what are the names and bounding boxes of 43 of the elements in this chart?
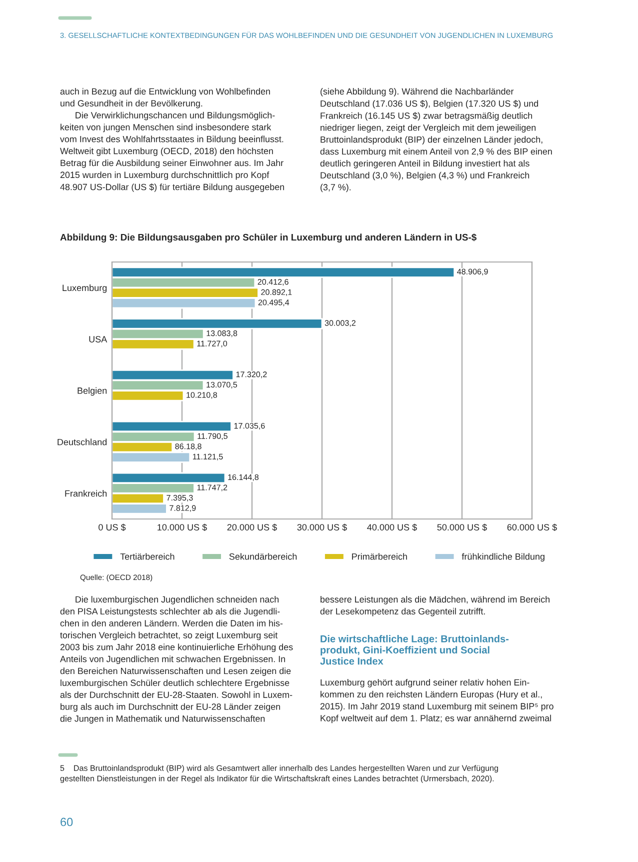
y-tick-label: Luxemburg (62, 284, 107, 293)
data-label: 7.395,3 (166, 494, 193, 502)
y-tick-label: Deutschland (58, 438, 107, 446)
x-tick-label: 50.000 US $ (437, 524, 487, 532)
x-tick-label: 30.000 US $ (297, 524, 347, 532)
data-label: 48.906,9 (457, 268, 488, 276)
data-label: 11.790,5 (198, 433, 228, 440)
x-tick-label: 20.000 US $ (227, 524, 277, 532)
text: 60 (60, 818, 73, 826)
text: Die luxemburgischen Jugendlichen schneiden nach den PISA Leistungstests schlechter ab als die Jugendli- chen in den anderen Ländern. Werden die Daten im his- torischen Vergleich betrachtet, so zeigt Luxemburg seit 2003 bis zum Jahr 2018 eine kontinuierliche Erhöhung des Anteils von Jugendlichen mit schwachen Ergebnissen. In den Bereichen Naturwissenschaften und Lesen zeigen die luxemburgischen Schüler deutlich schlechtere Ergebnisse als der Durchschnitt der EU-28-Staaten. Sowohl in Luxem- burg als auch im Durchschnitt der EU-28 Länder zeigen die Jungen in Mathematik und Naturwissenschaften (60, 596, 293, 724)
data-label: 20.892,1 (261, 289, 292, 296)
data-label: 13.070,5 (206, 382, 238, 388)
y-tick-label: USA (89, 336, 108, 342)
data-label: 7.812,9 (170, 505, 196, 512)
data-label: 11.747,2 (197, 484, 228, 492)
data-label: 10.210,8 (186, 392, 217, 399)
text: Luxemburg gehört aufgrund seiner relativ hohen Ein- kommen zu den reichsten Ländern Europas (Hury et al., 2015). Im Jahr 2019 stand Luxemburg mit seinem BIP⁵ pro Kopf weltweit auf dem 1. Platz; es war annähernd zweimal (320, 679, 554, 724)
data-label: 11.727,0 (197, 340, 228, 348)
data-label: 86.18,8 (175, 444, 202, 450)
y-tick-label: Frankreich (65, 490, 107, 497)
x-tick-label: 10.000 US $ (158, 524, 207, 532)
text: (siehe Abbildung 9). Während die Nachbarländer Deutschland (17.036 US $), Belgien (17.320 US $) und Frankreich (16.145 US $) zwar betragsmäßig deutlich niedriger liegen, zeigt der Vergleich mit dem jeweiligen Bruttoinlandsprodukt (BIP) der einzelnen Länder jedoch, dass Luxemburg mit einem Anteil von 2,9 % des BIP einen deutlich geringeren Anteil in Bildung investiert hat als Deutschland (3,0 %), Belgien (4,3 %) und Frankreich (3,7 %). (320, 88, 552, 192)
legend-label: Tertiärbereich (120, 553, 174, 560)
data-label: 20.412,6 (258, 279, 288, 286)
text: 5 Das Bruttoinlandsprodukt (BIP) wird als Gesamtwert aller innerhalb des Landes hergestellten Waren und zur Verfügung gestellten Dienstleistungen in der Regel als Indikator für die Wirtschaftskraft eines Landes betrachtet (Urmersbach, 2020). (60, 765, 498, 783)
legend-label: Sekundärbereich (229, 553, 297, 560)
legend-label: frühkindliche Bildung (462, 553, 544, 562)
data-label: 20.495,4 (258, 300, 290, 306)
text: bessere Leistungen als die Mädchen, während im Bereich der Lesekompetenz das Gegenteil zutrifft. (320, 596, 550, 616)
legend-label: Primärbereich (352, 553, 407, 560)
data-label: 16.144,8 (228, 474, 259, 481)
x-tick-label: 40.000 US $ (367, 524, 417, 532)
chart-title: Abbildung 9: Die Bildungsausgaben pro Schüler in Luxemburg und anderen Ländern in US-$ (60, 233, 476, 243)
x-tick-label: 0 US $ (98, 524, 126, 532)
x-tick-label: 60.000 US $ (507, 524, 557, 532)
text: auch in Bezug auf die Entwicklung von Wohlbefinden und Gesundheit in der Bevölkerung. Die Verwirklichungschancen und Bildungsmöglich- keiten von jungen Menschen sind insbesondere stark vom Invest des Wohlfahrtsstaates in Bildung beeinflusst. Weltweit gibt Luxemburg (OECD, 2018) den höchsten Betrag für die Ausbildung seiner Einwohner aus. Im Jahr 2015 wurden in Luxemburg durchschnittlich pro Kopf 48.907 US-Dollar (US $) für tertiäre Bildung ausgegeben (60, 88, 284, 192)
data-label: 11.121,5 (192, 454, 223, 460)
data-label: 13.083,8 (206, 330, 238, 338)
y-tick-label: Belgien (78, 387, 107, 396)
data-label: 17.320,2 (236, 372, 267, 378)
text: Die wirtschaftliche Lage: Bruttoinlands- produkt, Gini-Koeffizient und Social Justice Index (320, 635, 509, 665)
data-label: 30.003,2 (324, 320, 356, 327)
data-label: 17.035,6 (234, 422, 265, 430)
